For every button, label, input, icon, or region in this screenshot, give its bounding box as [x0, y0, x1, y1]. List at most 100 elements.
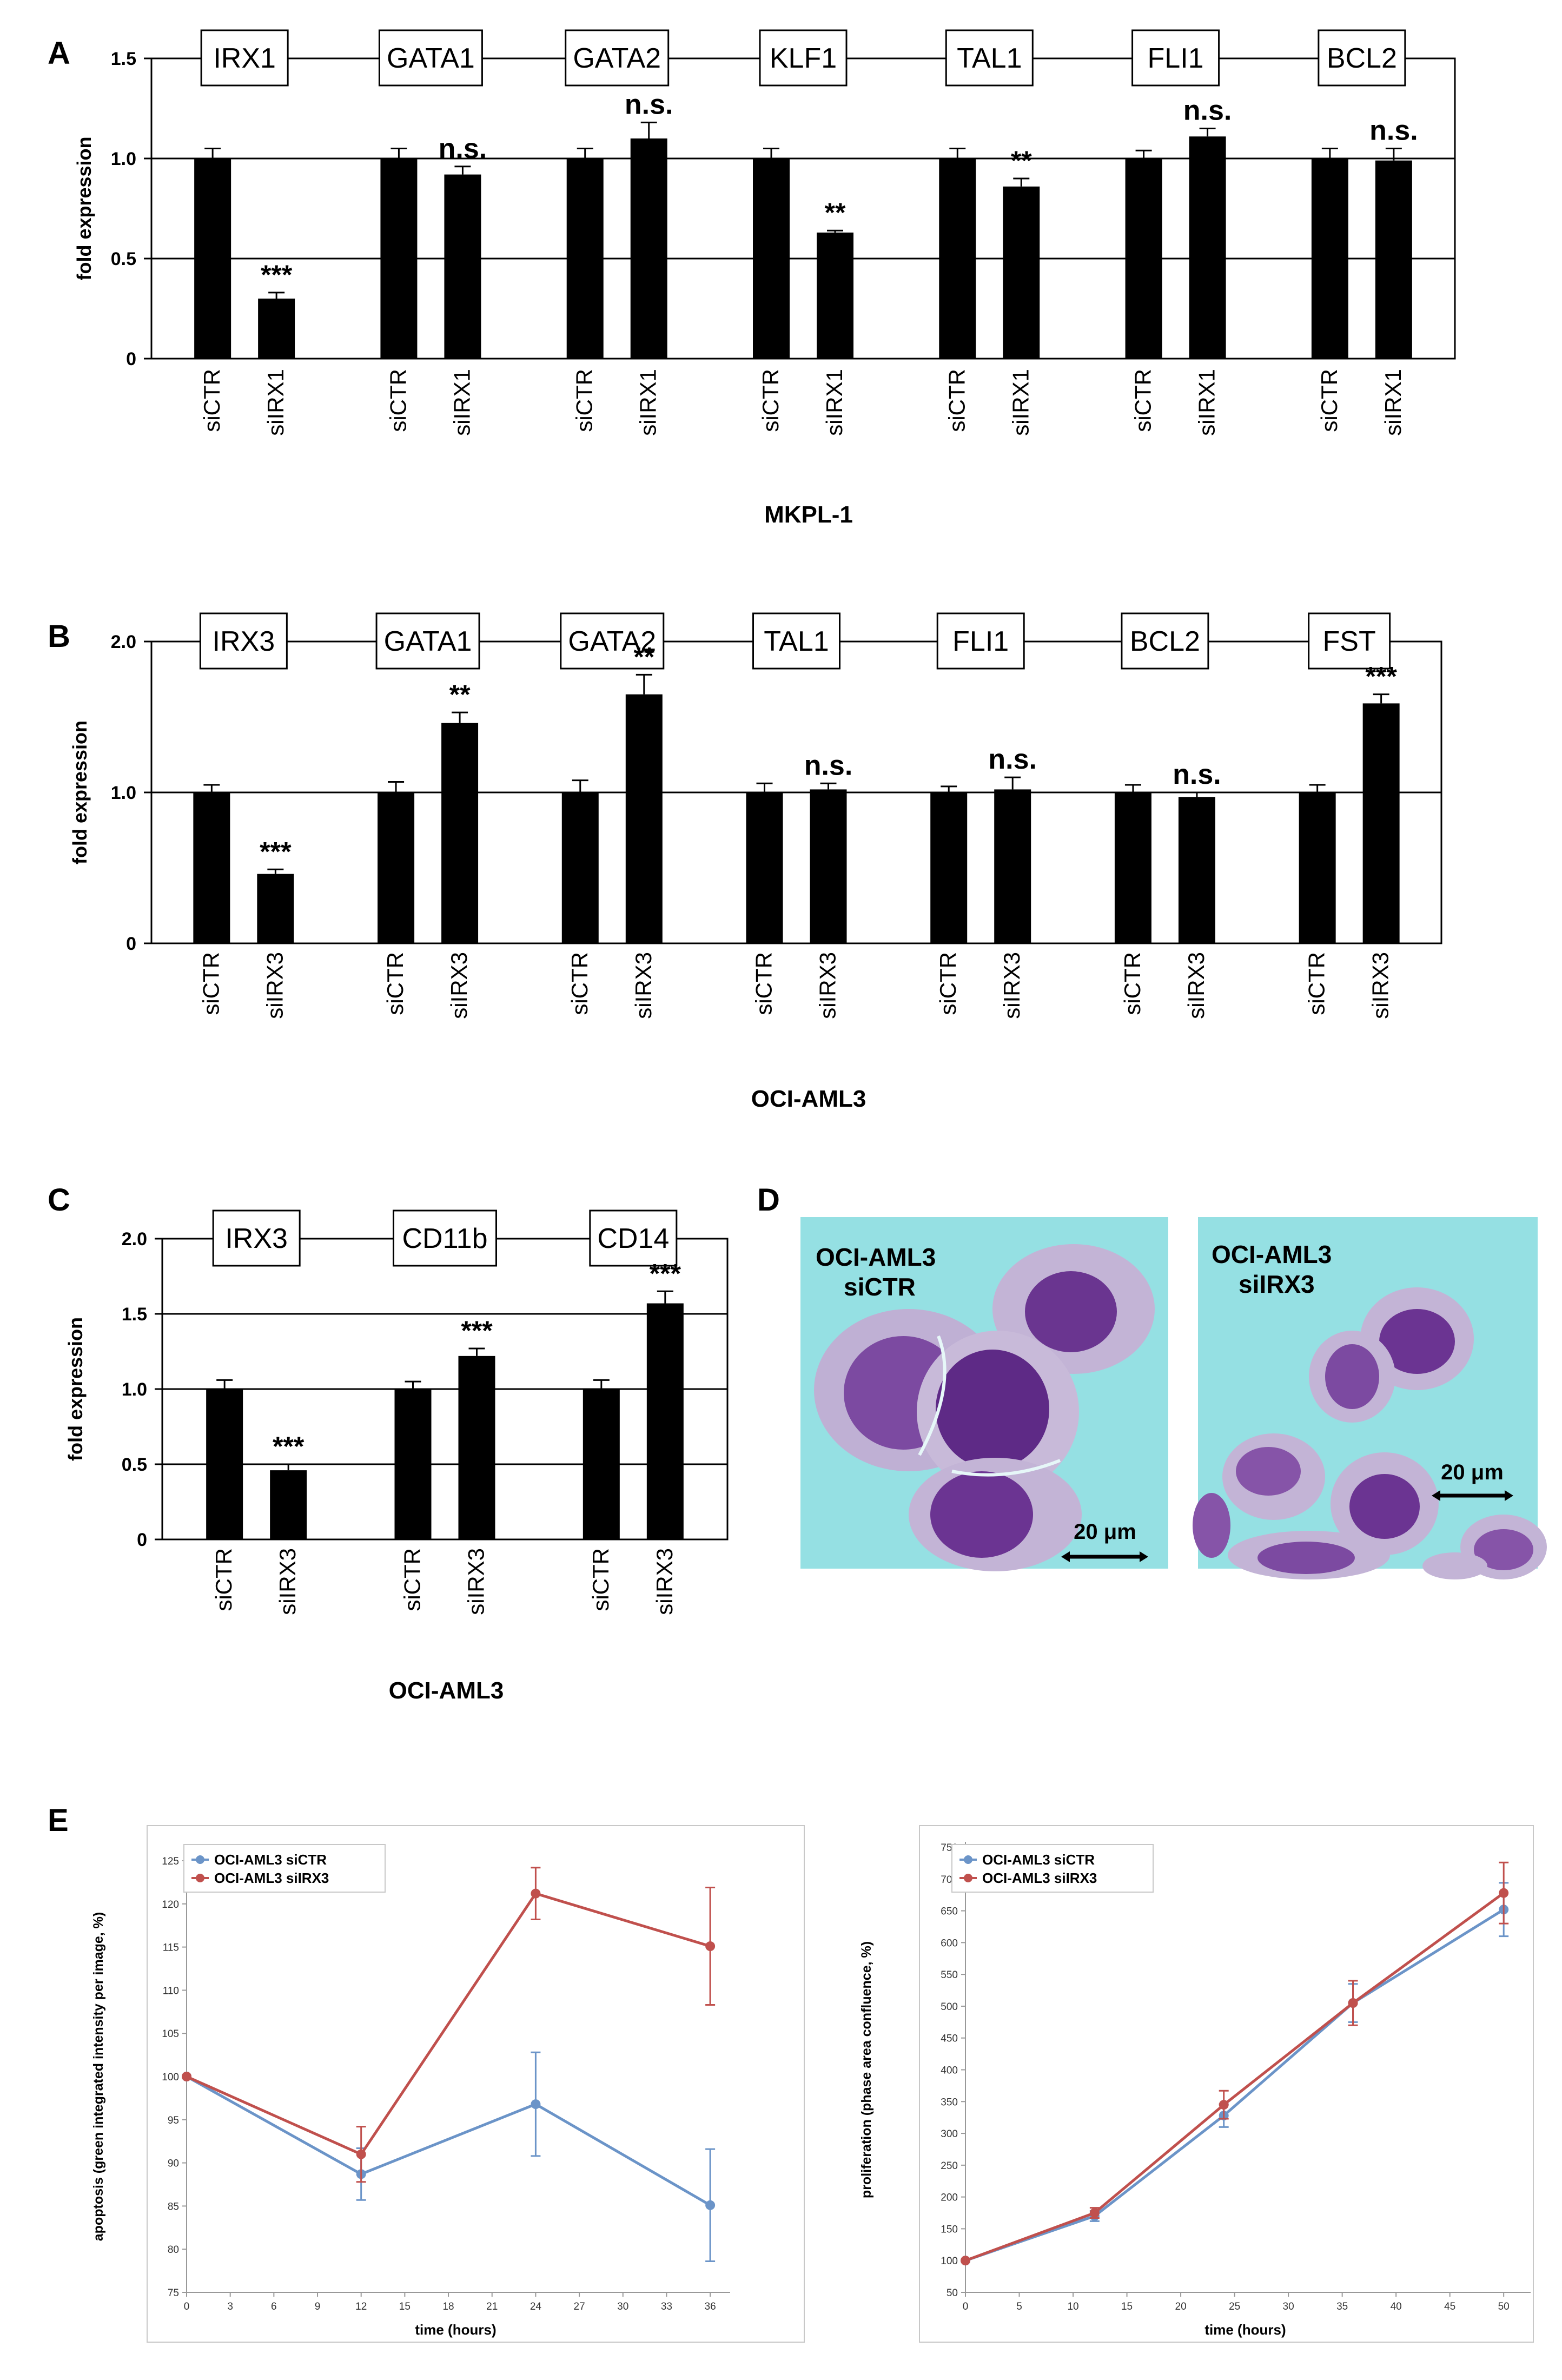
bar: [1311, 158, 1348, 359]
significance-label: ***: [1365, 662, 1397, 692]
plot-frame-a: [150, 57, 1456, 360]
micrograph-sictr-label-line1: OCI-AML3: [816, 1243, 936, 1271]
bar: [566, 158, 604, 359]
y-tick-label: 0: [126, 934, 136, 954]
category-label: siCTR: [567, 952, 592, 1015]
x-axis-label: time (hours): [1204, 2322, 1286, 2338]
category-label: siCTR: [1304, 952, 1329, 1015]
category-label: siIRX3: [464, 1548, 489, 1615]
y-tick-label: 125: [162, 1856, 179, 1867]
bar: [753, 158, 790, 359]
micrograph-sictr-cells: [814, 1244, 1155, 1571]
y-tick-label: 115: [163, 1942, 179, 1954]
bar: [206, 1389, 243, 1539]
category-label: siCTR: [751, 952, 777, 1015]
micrograph-siirx3-cells: [1193, 1287, 1547, 1579]
y-tick-label: 0: [126, 349, 136, 369]
category-label: siIRX3: [815, 952, 840, 1019]
y-tick-label: 100: [941, 2256, 958, 2267]
data-point: [182, 2072, 191, 2081]
gene-label-box: [936, 612, 1025, 670]
bar: [258, 299, 295, 359]
category-label: siCTR: [1130, 369, 1156, 432]
micrograph-siirx3-scalebar-label: 20 μm: [1441, 1460, 1504, 1484]
data-point: [1499, 1888, 1509, 1898]
legend-box: [183, 1844, 386, 1893]
y-tick-label: 110: [163, 1985, 179, 1996]
gene-label-box: [589, 1209, 678, 1267]
x-tick-label: 27: [574, 2301, 585, 2312]
y-axis-label: fold expression: [73, 136, 95, 280]
category-label: siIRX1: [263, 369, 288, 436]
category-label: siIRX3: [652, 1548, 677, 1615]
x-tick-label: 18: [442, 2301, 454, 2312]
bar: [939, 158, 976, 359]
category-label: siIRX1: [822, 369, 847, 436]
gene-label-box: [1121, 612, 1209, 670]
x-tick-label: 24: [530, 2301, 542, 2312]
category-label: siIRX3: [1183, 952, 1209, 1019]
y-tick-label: 350: [941, 2097, 958, 2108]
y-tick-label: 200: [941, 2192, 958, 2204]
x-tick-label: 15: [399, 2301, 411, 2312]
x-tick-label: 40: [1391, 2301, 1402, 2312]
data-point: [1089, 2208, 1100, 2218]
category-label: siCTR: [199, 369, 224, 432]
y-axis-label: fold expression: [64, 1317, 87, 1461]
bar: [1189, 136, 1226, 359]
bar: [1299, 792, 1336, 943]
x-tick-label: 5: [1016, 2301, 1022, 2312]
category-label: siCTR: [382, 952, 408, 1015]
gene-label-box: [375, 612, 480, 670]
significance-label: ***: [461, 1315, 493, 1346]
bar: [630, 138, 667, 359]
category-label: siIRX1: [449, 369, 474, 436]
x-axis-label: time (hours): [415, 2322, 496, 2338]
legend-label: OCI-AML3 siIRX3: [214, 1870, 329, 1886]
gene-label: IRX3: [213, 626, 275, 657]
gene-label-box: [565, 29, 670, 87]
y-axis-label: apoptosis (green integrated intensity pe…: [91, 1912, 106, 2241]
gene-label: BCL2: [1327, 43, 1397, 74]
gene-label-box: [560, 612, 665, 670]
category-label: siIRX3: [999, 952, 1024, 1019]
line-chart-proliferation: 5010015020025030035040045050055060065070…: [859, 1825, 1534, 2343]
y-tick-label: 85: [168, 2201, 179, 2212]
gene-label: FST: [1323, 626, 1376, 657]
legend-swatch-marker: [196, 1855, 204, 1864]
y-tick-label: 600: [941, 1938, 958, 1949]
gene-label-box: [200, 29, 289, 87]
panel-label-b: B: [48, 619, 70, 654]
legend-label: OCI-AML3 siCTR: [214, 1852, 327, 1868]
x-tick-label: 21: [486, 2301, 498, 2312]
x-axis-title: MKPL-1: [764, 501, 853, 528]
significance-label: n.s.: [1369, 115, 1418, 147]
category-label: siCTR: [385, 369, 411, 432]
significance-label: n.s.: [1183, 95, 1232, 127]
bar: [394, 1389, 432, 1539]
series-line: [186, 2075, 711, 2206]
x-axis-title: OCI-AML3: [751, 1086, 866, 1112]
x-tick-label: 30: [1283, 2301, 1294, 2312]
legend-swatch-marker: [964, 1874, 972, 1882]
x-tick-label: 9: [315, 2301, 321, 2312]
gene-label: FLI1: [952, 626, 1009, 657]
series-line: [186, 1892, 711, 2156]
data-point: [531, 1888, 541, 1899]
significance-label: **: [449, 679, 471, 710]
micrograph-sictr-scalebar-label: 20 μm: [1074, 1520, 1136, 1544]
y-tick-label: 1.5: [111, 49, 136, 69]
y-tick-label: 400: [941, 2065, 958, 2077]
y-tick-label: 550: [941, 1969, 958, 1981]
y-tick-label: 90: [168, 2158, 179, 2170]
y-axis-label: fold expression: [69, 720, 91, 864]
category-label: siCTR: [211, 1548, 236, 1611]
panel-label-e: E: [48, 1803, 69, 1838]
significance-label: n.s.: [1173, 759, 1221, 790]
data-point: [705, 2200, 716, 2210]
x-tick-label: 50: [1498, 2301, 1510, 2312]
bar: [380, 158, 418, 359]
y-tick-label: 0.5: [122, 1455, 147, 1475]
gene-label-box: [378, 29, 483, 87]
